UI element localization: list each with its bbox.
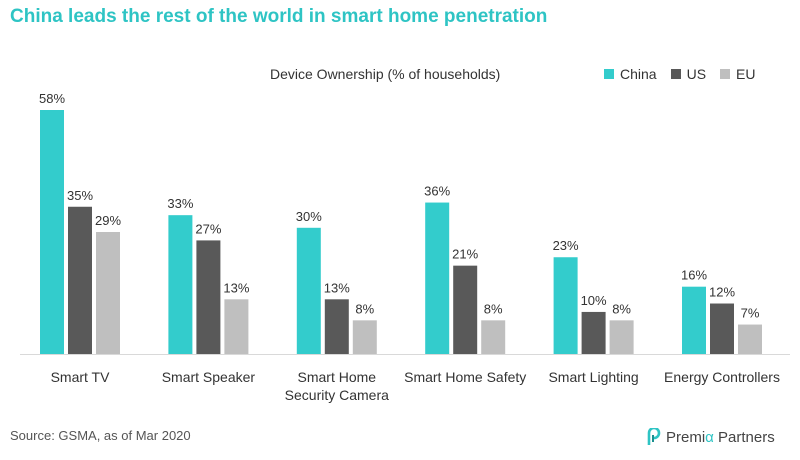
bar-us-0: [68, 206, 92, 354]
chart-title: China leads the rest of the world in sma…: [10, 6, 548, 27]
bar-eu-2: [352, 320, 377, 354]
category-label-2-0: Smart Home: [298, 369, 377, 385]
data-label-us-5: 12%: [709, 285, 735, 300]
premia-logo-icon: [647, 428, 661, 445]
bar-us-3: [453, 265, 478, 354]
data-label-eu-1: 13%: [223, 280, 249, 295]
legend-item-eu: EU: [720, 66, 756, 82]
bar-eu-0: [96, 232, 120, 354]
bar-eu-4: [609, 320, 634, 354]
chart-subtitle: Device Ownership (% of households): [270, 66, 501, 82]
bar-us-4: [581, 311, 606, 354]
data-label-china-3: 36%: [424, 184, 450, 199]
legend-label-china: China: [620, 66, 657, 82]
data-label-us-0: 35%: [67, 188, 93, 203]
category-label-3-0: Smart Home Safety: [404, 369, 526, 385]
data-label-us-1: 27%: [195, 221, 221, 236]
bar-eu-1: [224, 299, 249, 354]
legend-label-eu: EU: [736, 66, 756, 82]
data-label-china-5: 16%: [681, 268, 707, 283]
bar-china-0: [40, 110, 64, 354]
data-label-us-3: 21%: [452, 247, 478, 262]
logo-text-accent: α: [705, 428, 714, 446]
legend-item-china: China: [604, 66, 657, 82]
data-label-china-0: 58%: [39, 91, 65, 106]
bar-china-5: [682, 286, 706, 354]
bar-china-3: [425, 202, 450, 354]
category-label-2-1: Security Camera: [285, 387, 389, 403]
bar-china-2: [296, 227, 321, 354]
legend-swatch-eu: [720, 69, 731, 79]
bar-us-5: [710, 303, 734, 354]
data-label-eu-5: 7%: [741, 306, 760, 321]
bar-us-1: [196, 240, 221, 354]
logo-text-before: Premi: [666, 428, 706, 446]
chart-legend: China US EU: [604, 66, 770, 82]
legend-swatch-us: [670, 69, 681, 79]
category-label-1-0: Smart Speaker: [162, 369, 256, 385]
data-label-us-4: 10%: [581, 293, 607, 308]
legend-swatch-china: [604, 69, 614, 79]
data-label-china-1: 33%: [167, 196, 193, 211]
logo-text-after: Partners: [713, 428, 775, 446]
data-label-eu-3: 8%: [484, 301, 503, 316]
brand-logo: Premi α Partners: [646, 428, 775, 446]
bar-eu-3: [481, 320, 506, 354]
bar-eu-5: [738, 324, 762, 354]
category-label-0-0: Smart TV: [51, 369, 111, 385]
source-note: Source: GSMA, as of Mar 2020: [10, 428, 191, 443]
data-label-eu-4: 8%: [612, 301, 631, 316]
data-label-us-2: 13%: [324, 280, 350, 295]
bar-china-1: [168, 215, 193, 354]
data-label-china-2: 30%: [296, 209, 322, 224]
category-label-4-0: Smart Lighting: [548, 369, 638, 385]
bar-us-2: [324, 299, 349, 354]
bar-china-4: [553, 257, 578, 354]
data-label-china-4: 23%: [553, 238, 579, 253]
category-label-5-0: Energy Controllers: [664, 369, 780, 385]
data-label-eu-0: 29%: [95, 213, 121, 228]
legend-label-us: US: [686, 66, 707, 82]
legend-item-us: US: [670, 66, 707, 82]
bar-chart: 58% 35%29% Smart TV 33%27% 13% Smart Speaker 3…: [20, 91, 790, 403]
data-label-eu-2: 8%: [355, 301, 374, 316]
